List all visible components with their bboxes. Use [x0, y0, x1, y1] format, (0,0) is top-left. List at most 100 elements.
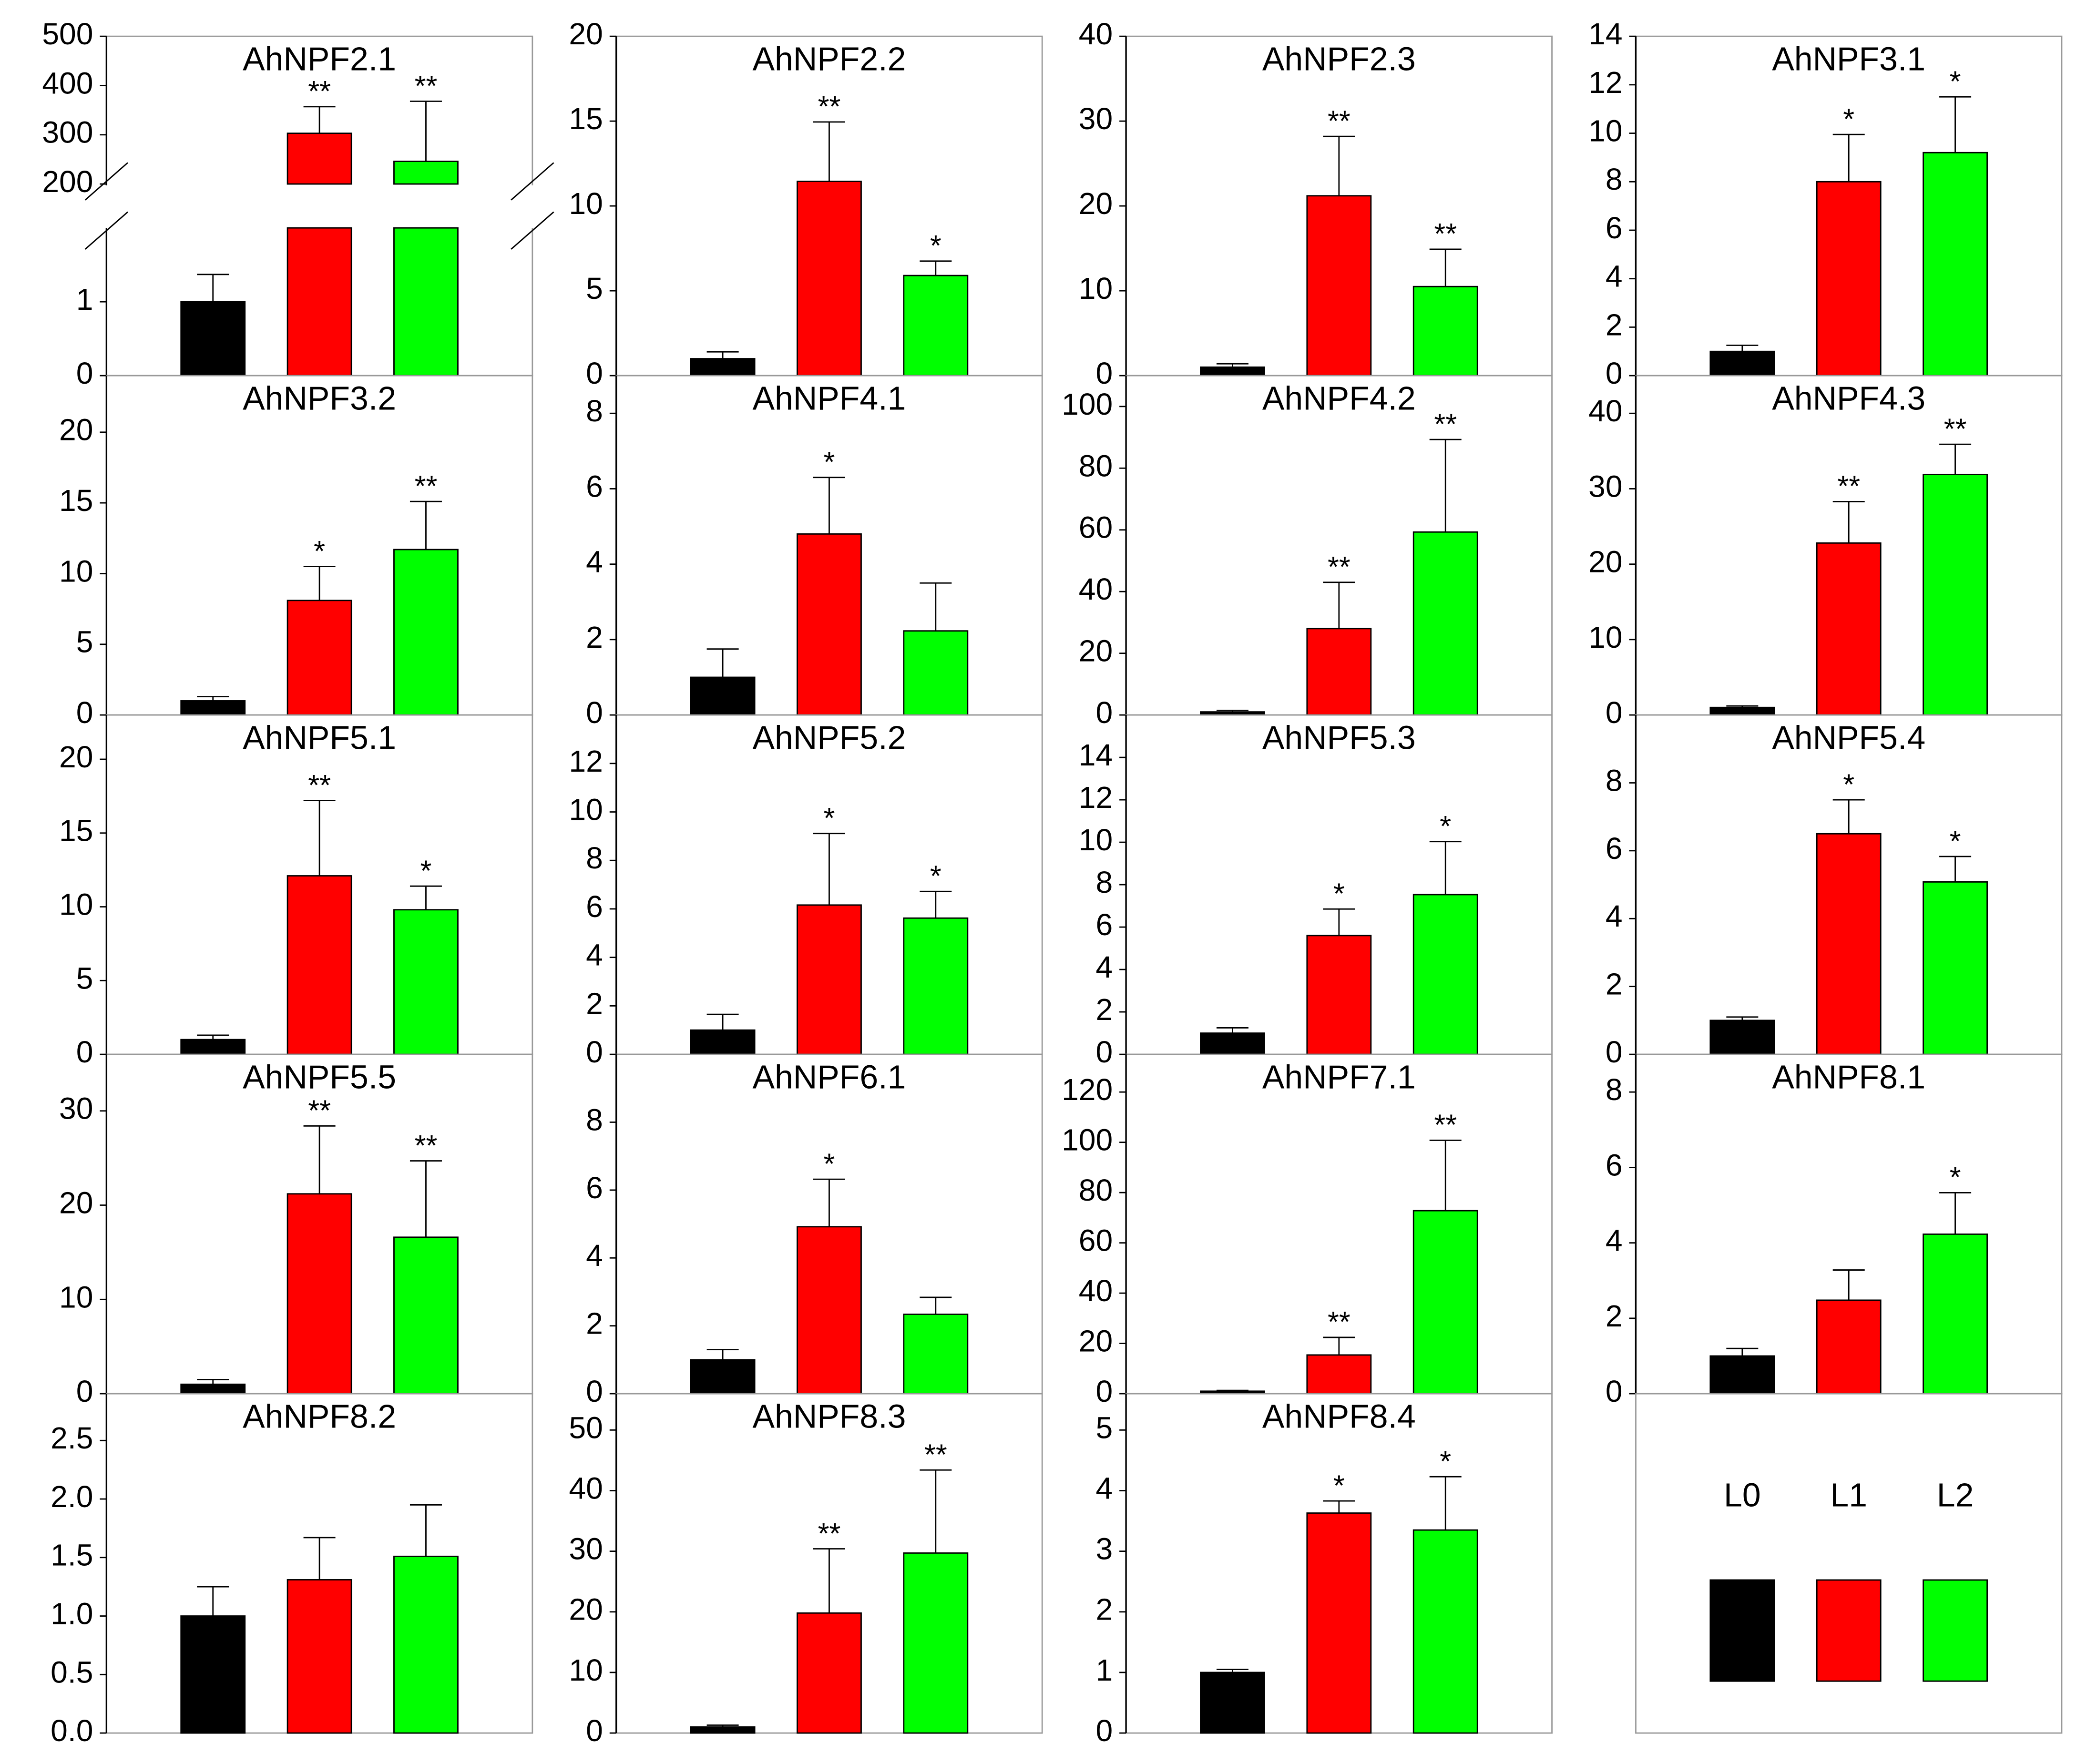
y-tick-label: 0 [76, 356, 93, 390]
bar [180, 1615, 246, 1734]
y-tick-label: 6 [1606, 211, 1623, 245]
y-tick-label: 200 [42, 164, 93, 199]
y-tick-label: 10 [1079, 823, 1113, 857]
y-tick-label: 20 [1079, 634, 1113, 668]
y-tick-label: 0 [1095, 695, 1113, 730]
y-tick-label: 4 [586, 938, 603, 972]
bar [180, 700, 246, 716]
axis-break [102, 185, 111, 228]
axis-break [84, 162, 128, 201]
significance-label: ** [1434, 408, 1457, 440]
y-tick-label: 2 [1095, 1592, 1113, 1627]
y-tick-label: 10 [59, 554, 93, 588]
significance-label: * [1333, 877, 1345, 910]
panel-title: AhNPF5.1 [243, 719, 396, 756]
y-tick-label: 6 [1606, 1148, 1623, 1182]
bar [797, 1612, 862, 1734]
bar [690, 358, 756, 377]
significance-label: * [1843, 768, 1854, 801]
y-tick-label: 40 [1588, 394, 1622, 428]
panel-title: AhNPF8.2 [243, 1398, 396, 1435]
y-tick-label: 0 [76, 1374, 93, 1408]
panel-title: AhNPF3.2 [243, 380, 396, 417]
significance-label: * [314, 535, 325, 568]
y-tick-label: 4 [1606, 899, 1623, 933]
bar [1816, 542, 1882, 716]
y-tick-label: 5 [586, 271, 603, 306]
y-tick-label: 2 [1095, 992, 1113, 1027]
bar [1306, 628, 1372, 716]
legend-swatch [1923, 1579, 1988, 1682]
bar [286, 600, 352, 716]
significance-label: ** [818, 90, 841, 123]
y-tick-label: 12 [569, 744, 603, 778]
significance-label: ** [1944, 412, 1967, 445]
axis-break [528, 185, 537, 228]
y-tick-label: 0 [1095, 1374, 1113, 1408]
bar [1200, 1032, 1265, 1055]
bar [903, 630, 969, 716]
y-tick-label: 40 [1079, 572, 1113, 606]
y-tick-label: 6 [1095, 907, 1113, 942]
bar [393, 161, 459, 185]
axis-break [511, 162, 554, 201]
significance-label: ** [415, 70, 438, 102]
bar [393, 1555, 459, 1734]
y-tick-label: 30 [1588, 469, 1622, 503]
y-tick-label: 1.5 [51, 1538, 93, 1572]
bar [1923, 1234, 1988, 1395]
y-tick-label: 15 [569, 102, 603, 136]
legend-label: L0 [1724, 1476, 1761, 1513]
bar [690, 1029, 756, 1055]
bar [180, 1383, 246, 1395]
significance-label: ** [415, 1129, 438, 1162]
bar [903, 275, 969, 377]
y-tick-label: 500 [42, 17, 93, 51]
y-tick-label: 1.0 [51, 1596, 93, 1631]
bar [1306, 1512, 1372, 1734]
y-tick-label: 0 [1606, 356, 1623, 390]
y-tick-label: 5 [76, 961, 93, 995]
y-tick-label: 0 [1095, 1713, 1113, 1748]
bar [1816, 1299, 1882, 1395]
bar [797, 1226, 862, 1395]
bar [393, 1236, 459, 1395]
panel-title: AhNPF8.1 [1772, 1059, 1925, 1096]
y-tick-label: 20 [59, 1185, 93, 1220]
bar [1200, 366, 1265, 377]
panel-title: AhNPF5.3 [1262, 719, 1416, 756]
bar [393, 227, 459, 377]
bar [1306, 195, 1372, 377]
y-tick-label: 0 [1095, 356, 1113, 390]
y-tick-label: 0 [586, 1713, 603, 1748]
significance-label: * [1440, 810, 1451, 843]
y-tick-label: 12 [1079, 780, 1113, 815]
y-tick-label: 3 [1095, 1532, 1113, 1566]
bar [1709, 1020, 1775, 1055]
panel-title: AhNPF8.4 [1262, 1398, 1416, 1435]
y-tick-label: 2 [1606, 307, 1623, 342]
panel-title: AhNPF2.1 [243, 41, 396, 78]
bar [286, 1193, 352, 1395]
panel-title: AhNPF5.2 [752, 719, 906, 756]
y-tick-label: 100 [1062, 387, 1113, 421]
panel-title: AhNPF5.5 [243, 1059, 396, 1096]
bar [286, 1579, 352, 1734]
bar [1923, 881, 1988, 1055]
axis-break [511, 211, 554, 250]
significance-label: ** [1328, 104, 1350, 137]
significance-label: ** [1328, 1305, 1350, 1338]
bar [180, 301, 246, 377]
y-tick-label: 5 [1095, 1410, 1113, 1445]
y-tick-label: 0.5 [51, 1655, 93, 1689]
y-tick-label: 20 [1079, 1324, 1113, 1358]
y-tick-label: 8 [586, 841, 603, 875]
y-tick-label: 5 [76, 625, 93, 659]
y-tick-label: 10 [569, 186, 603, 221]
y-tick-label: 0 [1606, 695, 1623, 730]
y-tick-label: 20 [569, 1592, 603, 1627]
bar [180, 1039, 246, 1055]
significance-label: ** [818, 1517, 841, 1550]
panel-title: AhNPF4.1 [752, 380, 906, 417]
